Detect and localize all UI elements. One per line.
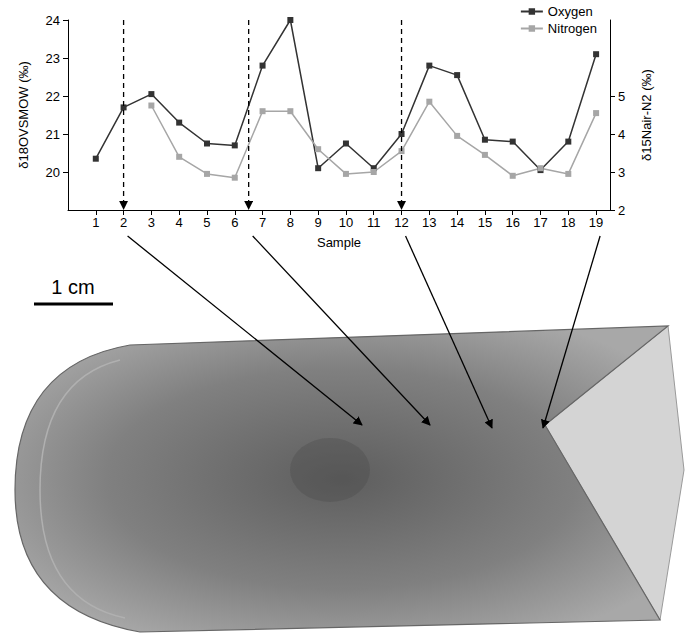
- svg-text:5: 5: [618, 89, 625, 104]
- svg-text:14: 14: [450, 215, 464, 230]
- svg-text:7: 7: [259, 215, 266, 230]
- svg-text:10: 10: [339, 215, 353, 230]
- svg-text:20: 20: [46, 165, 60, 180]
- svg-text:17: 17: [533, 215, 547, 230]
- svg-text:Nitrogen: Nitrogen: [548, 21, 597, 36]
- svg-text:3: 3: [148, 215, 155, 230]
- svg-text:11: 11: [367, 215, 381, 230]
- svg-text:3: 3: [618, 165, 625, 180]
- svg-text:2: 2: [618, 203, 625, 218]
- svg-text:9: 9: [315, 215, 322, 230]
- svg-text:1: 1: [92, 215, 99, 230]
- svg-text:8: 8: [287, 215, 294, 230]
- svg-text:4: 4: [618, 127, 625, 142]
- svg-text:12: 12: [394, 215, 408, 230]
- svg-text:1 cm: 1 cm: [51, 276, 94, 298]
- svg-text:15: 15: [478, 215, 492, 230]
- svg-text:δ18OVSMOW (‰): δ18OVSMOW (‰): [16, 61, 31, 169]
- svg-text:21: 21: [46, 127, 60, 142]
- svg-text:23: 23: [46, 51, 60, 66]
- svg-text:5: 5: [203, 215, 210, 230]
- svg-text:13: 13: [422, 215, 436, 230]
- svg-text:16: 16: [505, 215, 519, 230]
- svg-text:Sample: Sample: [317, 235, 361, 250]
- svg-text:22: 22: [46, 89, 60, 104]
- svg-text:δ15Nair-N2 (‰): δ15Nair-N2 (‰): [639, 69, 654, 161]
- svg-text:6: 6: [231, 215, 238, 230]
- svg-text:18: 18: [561, 215, 575, 230]
- svg-text:19: 19: [589, 215, 603, 230]
- svg-text:4: 4: [176, 215, 183, 230]
- svg-text:Oxygen: Oxygen: [548, 4, 593, 19]
- svg-text:2: 2: [120, 215, 127, 230]
- svg-text:24: 24: [46, 13, 60, 28]
